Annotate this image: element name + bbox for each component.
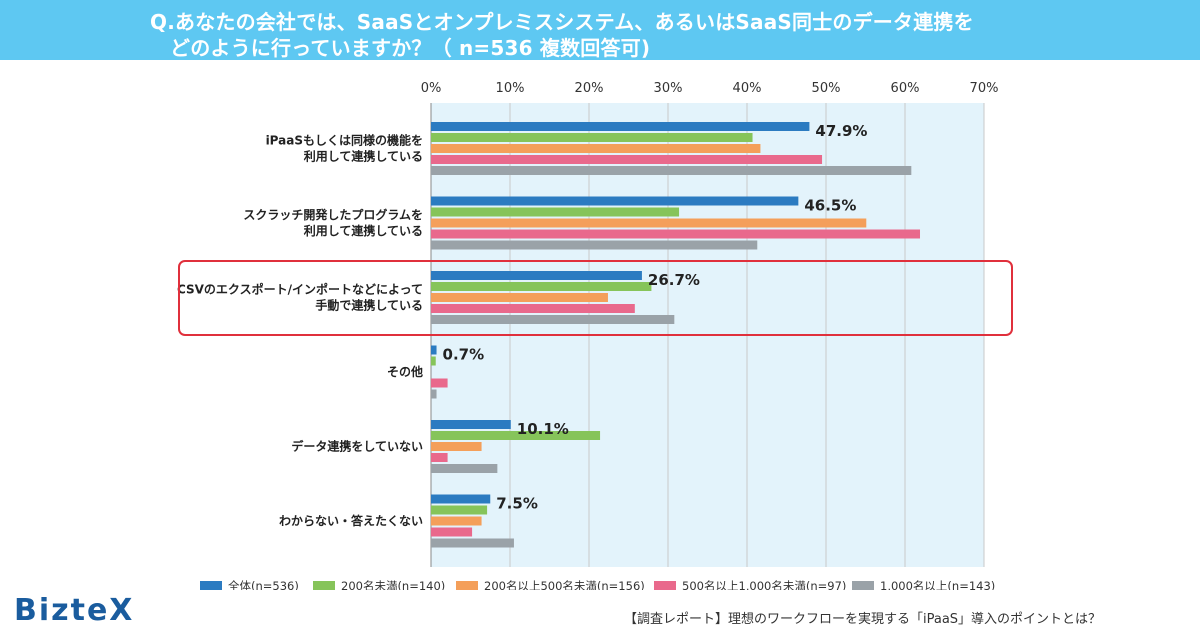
bar xyxy=(431,389,437,399)
legend-label: 200名未満(n=140) xyxy=(341,579,445,590)
category-label: iPaaSもしくは同様の機能を xyxy=(266,133,423,148)
data-label: 10.1% xyxy=(517,420,569,438)
legend-swatch xyxy=(456,581,478,590)
data-label: 26.7% xyxy=(648,271,700,289)
legend-label: 500名以上1,000名未満(n=97) xyxy=(682,579,846,590)
x-tick-label: 20% xyxy=(575,81,604,96)
category-label: 利用して連携している xyxy=(304,223,423,238)
bar xyxy=(431,207,680,217)
bar xyxy=(431,516,482,526)
question-header: Q.あなたの会社では、SaaSとオンプレミスシステム、あるいはSaaS同士のデー… xyxy=(0,0,1200,60)
bar xyxy=(431,240,758,250)
bar xyxy=(431,431,601,440)
bar xyxy=(431,196,799,206)
data-label: 0.7% xyxy=(443,346,485,364)
category-label: CSVのエクスポート/インポートなどによって xyxy=(177,282,423,297)
bar xyxy=(431,122,810,131)
category-label: 手動で連携している xyxy=(315,298,423,313)
legend-label: 200名以上500名未満(n=156) xyxy=(484,579,645,590)
bar xyxy=(431,144,761,153)
x-tick-label: 60% xyxy=(891,81,920,96)
legend-swatch xyxy=(654,581,676,590)
bar xyxy=(431,378,448,388)
bar xyxy=(431,304,635,313)
bar xyxy=(431,527,473,537)
bar xyxy=(431,464,498,473)
legend-label: 1,000名以上(n=143) xyxy=(880,579,995,590)
bar-chart: 0% 10% 20% 30% 40% 50% 60% 70% 47.9% iPaaSもしくは同様の… xyxy=(177,81,1013,590)
bar xyxy=(431,345,437,355)
highlight-box xyxy=(178,260,1013,336)
bar xyxy=(431,155,823,164)
category-label: 利用して連携している xyxy=(304,149,423,164)
bar xyxy=(431,282,652,291)
bar xyxy=(431,271,642,280)
bar xyxy=(431,218,867,228)
legend-swatch xyxy=(200,581,222,590)
legend-swatch xyxy=(852,581,874,590)
category-label: その他 xyxy=(387,364,423,379)
bar xyxy=(431,229,921,239)
biztex-logo: BizteX xyxy=(14,593,135,628)
x-tick-label: 10% xyxy=(496,81,525,96)
bar xyxy=(431,133,753,142)
bar xyxy=(431,166,912,175)
bar xyxy=(431,293,608,302)
bar xyxy=(431,538,514,548)
data-label: 7.5% xyxy=(496,495,538,513)
category-label: データ連携をしていない xyxy=(291,439,423,454)
bar xyxy=(431,420,511,429)
bar xyxy=(431,356,436,366)
x-tick-label: 0% xyxy=(421,81,442,96)
data-label: 46.5% xyxy=(804,197,856,215)
bar xyxy=(431,494,491,504)
footer-note: 【調査レポート】理想のワークフローを実現する「iPaaS」導入のポイントとは？ xyxy=(624,612,1102,627)
x-tick-label: 50% xyxy=(812,81,841,96)
question-line-2: どのように行っていますか？（ n=536 複数回答可) xyxy=(170,36,651,60)
x-tick-label: 70% xyxy=(970,81,999,96)
bar xyxy=(431,505,488,515)
category-label: スクラッチ開発したプログラムを xyxy=(243,207,423,222)
x-tick-label: 30% xyxy=(654,81,683,96)
category-label: わからない・答えたくない xyxy=(279,513,423,528)
legend-label: 全体(n=536) xyxy=(228,579,299,590)
x-tick-label: 40% xyxy=(733,81,762,96)
legend-swatch xyxy=(313,581,335,590)
bar xyxy=(431,442,482,451)
question-line-1: Q.あなたの会社では、SaaSとオンプレミスシステム、あるいはSaaS同士のデー… xyxy=(150,10,974,34)
data-label: 47.9% xyxy=(815,122,867,140)
bar xyxy=(431,315,675,324)
bar xyxy=(431,453,448,462)
